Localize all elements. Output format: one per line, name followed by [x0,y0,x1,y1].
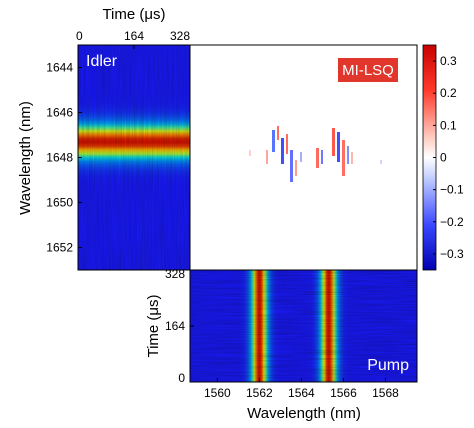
pump-noise-overlay [190,270,417,382]
colorbar-tick-label: −0.3 [440,247,464,261]
colorbar-ticks: 0.3 0.2 0.1 0 −0.1 −0.2 −0.3 [433,54,464,261]
pump-panel: Pump 1560 1562 1564 1566 1568 0 164 328 Wavele… [145,267,418,422]
idler-time-axis-title: Time (μs) [102,6,165,23]
idler-wavelength-tick-label: 1648 [46,151,73,165]
idler-wavelength-tick-label: 1652 [46,241,73,255]
idler-time-tick-label: 328 [170,29,190,43]
idler-wavelength-tick-label: 1650 [46,196,73,210]
idler-wavelength-axis-title: Wavelength (nm) [17,101,34,215]
idler-time-tick-label: 164 [124,29,144,43]
mi-lsq-speckle-blob [380,160,382,164]
mi-lsq-speckle-blob [347,146,349,164]
colorbar-tick-label: −0.1 [440,183,464,197]
mi-lsq-speckle-blob [290,150,293,182]
pump-wavelength-tick-label: 1566 [330,386,357,400]
mi-lsq-speckle-blob [277,126,279,140]
mi-lsq-panel: MI-LSQ [189,44,418,271]
mi-lsq-speckle-blob [272,130,275,152]
colorbar-tick-label: 0.1 [440,118,457,132]
colorbar-tick-label: −0.2 [440,215,464,229]
mi-lsq-speckle-blob [316,148,319,168]
mi-lsq-speckle-blob [286,134,288,154]
idler-time-axis: 0 164 328 [76,29,191,49]
pump-wavelength-tick-label: 1562 [246,386,273,400]
pump-time-axis-title: Time (μs) [145,294,162,357]
idler-wavelength-tick-label: 1646 [46,106,73,120]
mi-lsq-badge [338,58,398,82]
mi-lsq-speckle-blob [295,160,297,176]
mi-lsq-speckle-blob [332,128,335,156]
colorbar-tick-label: 0.2 [440,86,457,100]
mi-lsq-speckle-blob [281,138,284,164]
pump-wavelength-axis-title: Wavelength (nm) [247,405,361,422]
mi-lsq-speckle-blob [337,132,340,162]
idler-time-tick-label: 0 [76,29,83,43]
colorbar: 0.3 0.2 0.1 0 −0.1 −0.2 −0.3 [422,44,464,271]
pump-wavelength-axis: 1560 1562 1564 1566 1568 [204,378,399,400]
idler-label: Idler [86,53,118,70]
idler-noise-overlay [78,45,190,270]
pump-time-tick-label: 164 [165,319,185,333]
pump-label: Pump [367,357,409,374]
mi-lsq-speckle-blob [351,152,353,164]
mi-lsq-speckle-blob [342,140,345,176]
pump-wavelength-tick-label: 1568 [372,386,399,400]
idler-wavelength-axis: 1644 1646 1648 1650 1652 [46,61,82,255]
colorbar-tick-label: 0.3 [440,54,457,68]
mi-lsq-speckle-blob [249,150,251,156]
pump-time-tick-label: 328 [165,267,185,281]
mi-lsq-label: MI-LSQ [342,62,394,79]
pump-wavelength-tick-label: 1560 [204,386,231,400]
mi-lsq-speckle-blob [300,152,302,162]
pump-time-tick-label: 0 [178,371,185,385]
idler-wavelength-tick-label: 1644 [46,61,73,75]
mi-lsq-background [190,45,417,270]
idler-panel: Idler 0 164 328 1644 1646 1648 1650 1652 Time … [17,6,191,271]
mi-lsq-speckle-blob [321,150,323,164]
mi-lsq-speckle [249,126,382,182]
pump-time-axis: 0 164 328 [165,267,194,385]
colorbar-tick-label: 0 [440,151,447,165]
mi-lsq-speckle-blob [266,150,268,164]
pump-wavelength-tick-label: 1564 [288,386,315,400]
